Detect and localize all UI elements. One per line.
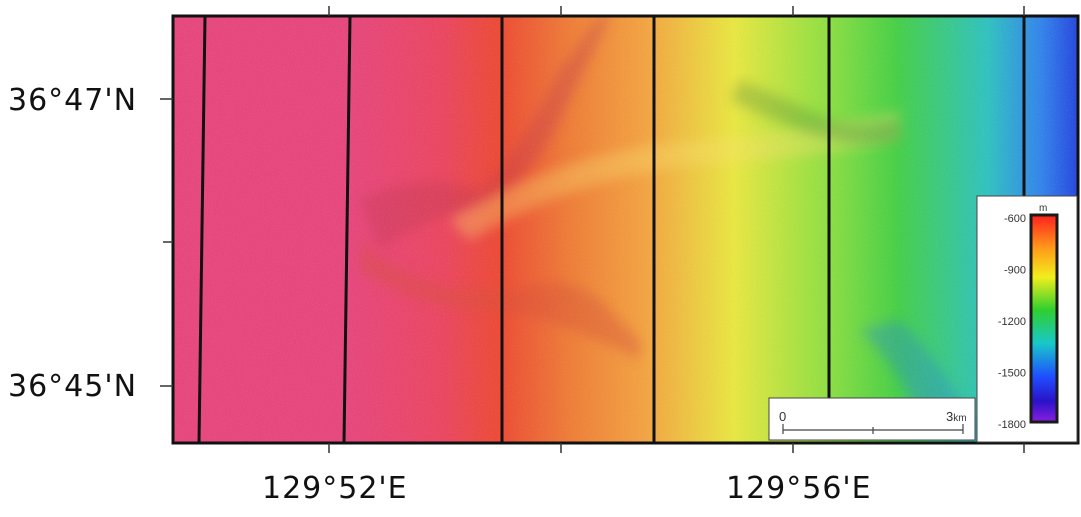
graticule-ticks (160, 6, 1025, 453)
legend-tick-label: -600 (1004, 213, 1026, 225)
latitude-label-bottom: 36°45'N (8, 369, 138, 404)
legend-colorbar (1029, 213, 1059, 424)
scale-bar-box (768, 397, 976, 441)
track-line (342, 16, 352, 443)
longitude-label-right: 129°56'E (726, 471, 872, 506)
legend-tick-label: -1200 (998, 316, 1026, 328)
legend-unit: m (1039, 203, 1047, 214)
longitude-label-left: 129°52'E (262, 471, 408, 506)
map-frame (171, 14, 1080, 445)
scale-bar: 0 3km (768, 397, 976, 441)
legend-tick-label: -900 (1004, 265, 1026, 277)
legend-box (976, 195, 1078, 443)
legend-tick-label: -1800 (998, 419, 1026, 431)
depth-legend: m -600 -900 -1200 -1500 -1800 (976, 195, 1078, 443)
bathymetry-raster (173, 16, 1078, 443)
relief-texture (173, 16, 1078, 443)
legend-tick-labels: -600 -900 -1200 -1500 -1800 (998, 213, 1026, 431)
track-line (197, 16, 207, 443)
latitude-label-top: 36°47'N (8, 83, 138, 118)
survey-tracks (197, 16, 1026, 443)
scale-bar-start: 0 (779, 409, 786, 424)
scale-bar-end: 3km (946, 409, 967, 424)
legend-tick-label: -1500 (998, 368, 1026, 380)
